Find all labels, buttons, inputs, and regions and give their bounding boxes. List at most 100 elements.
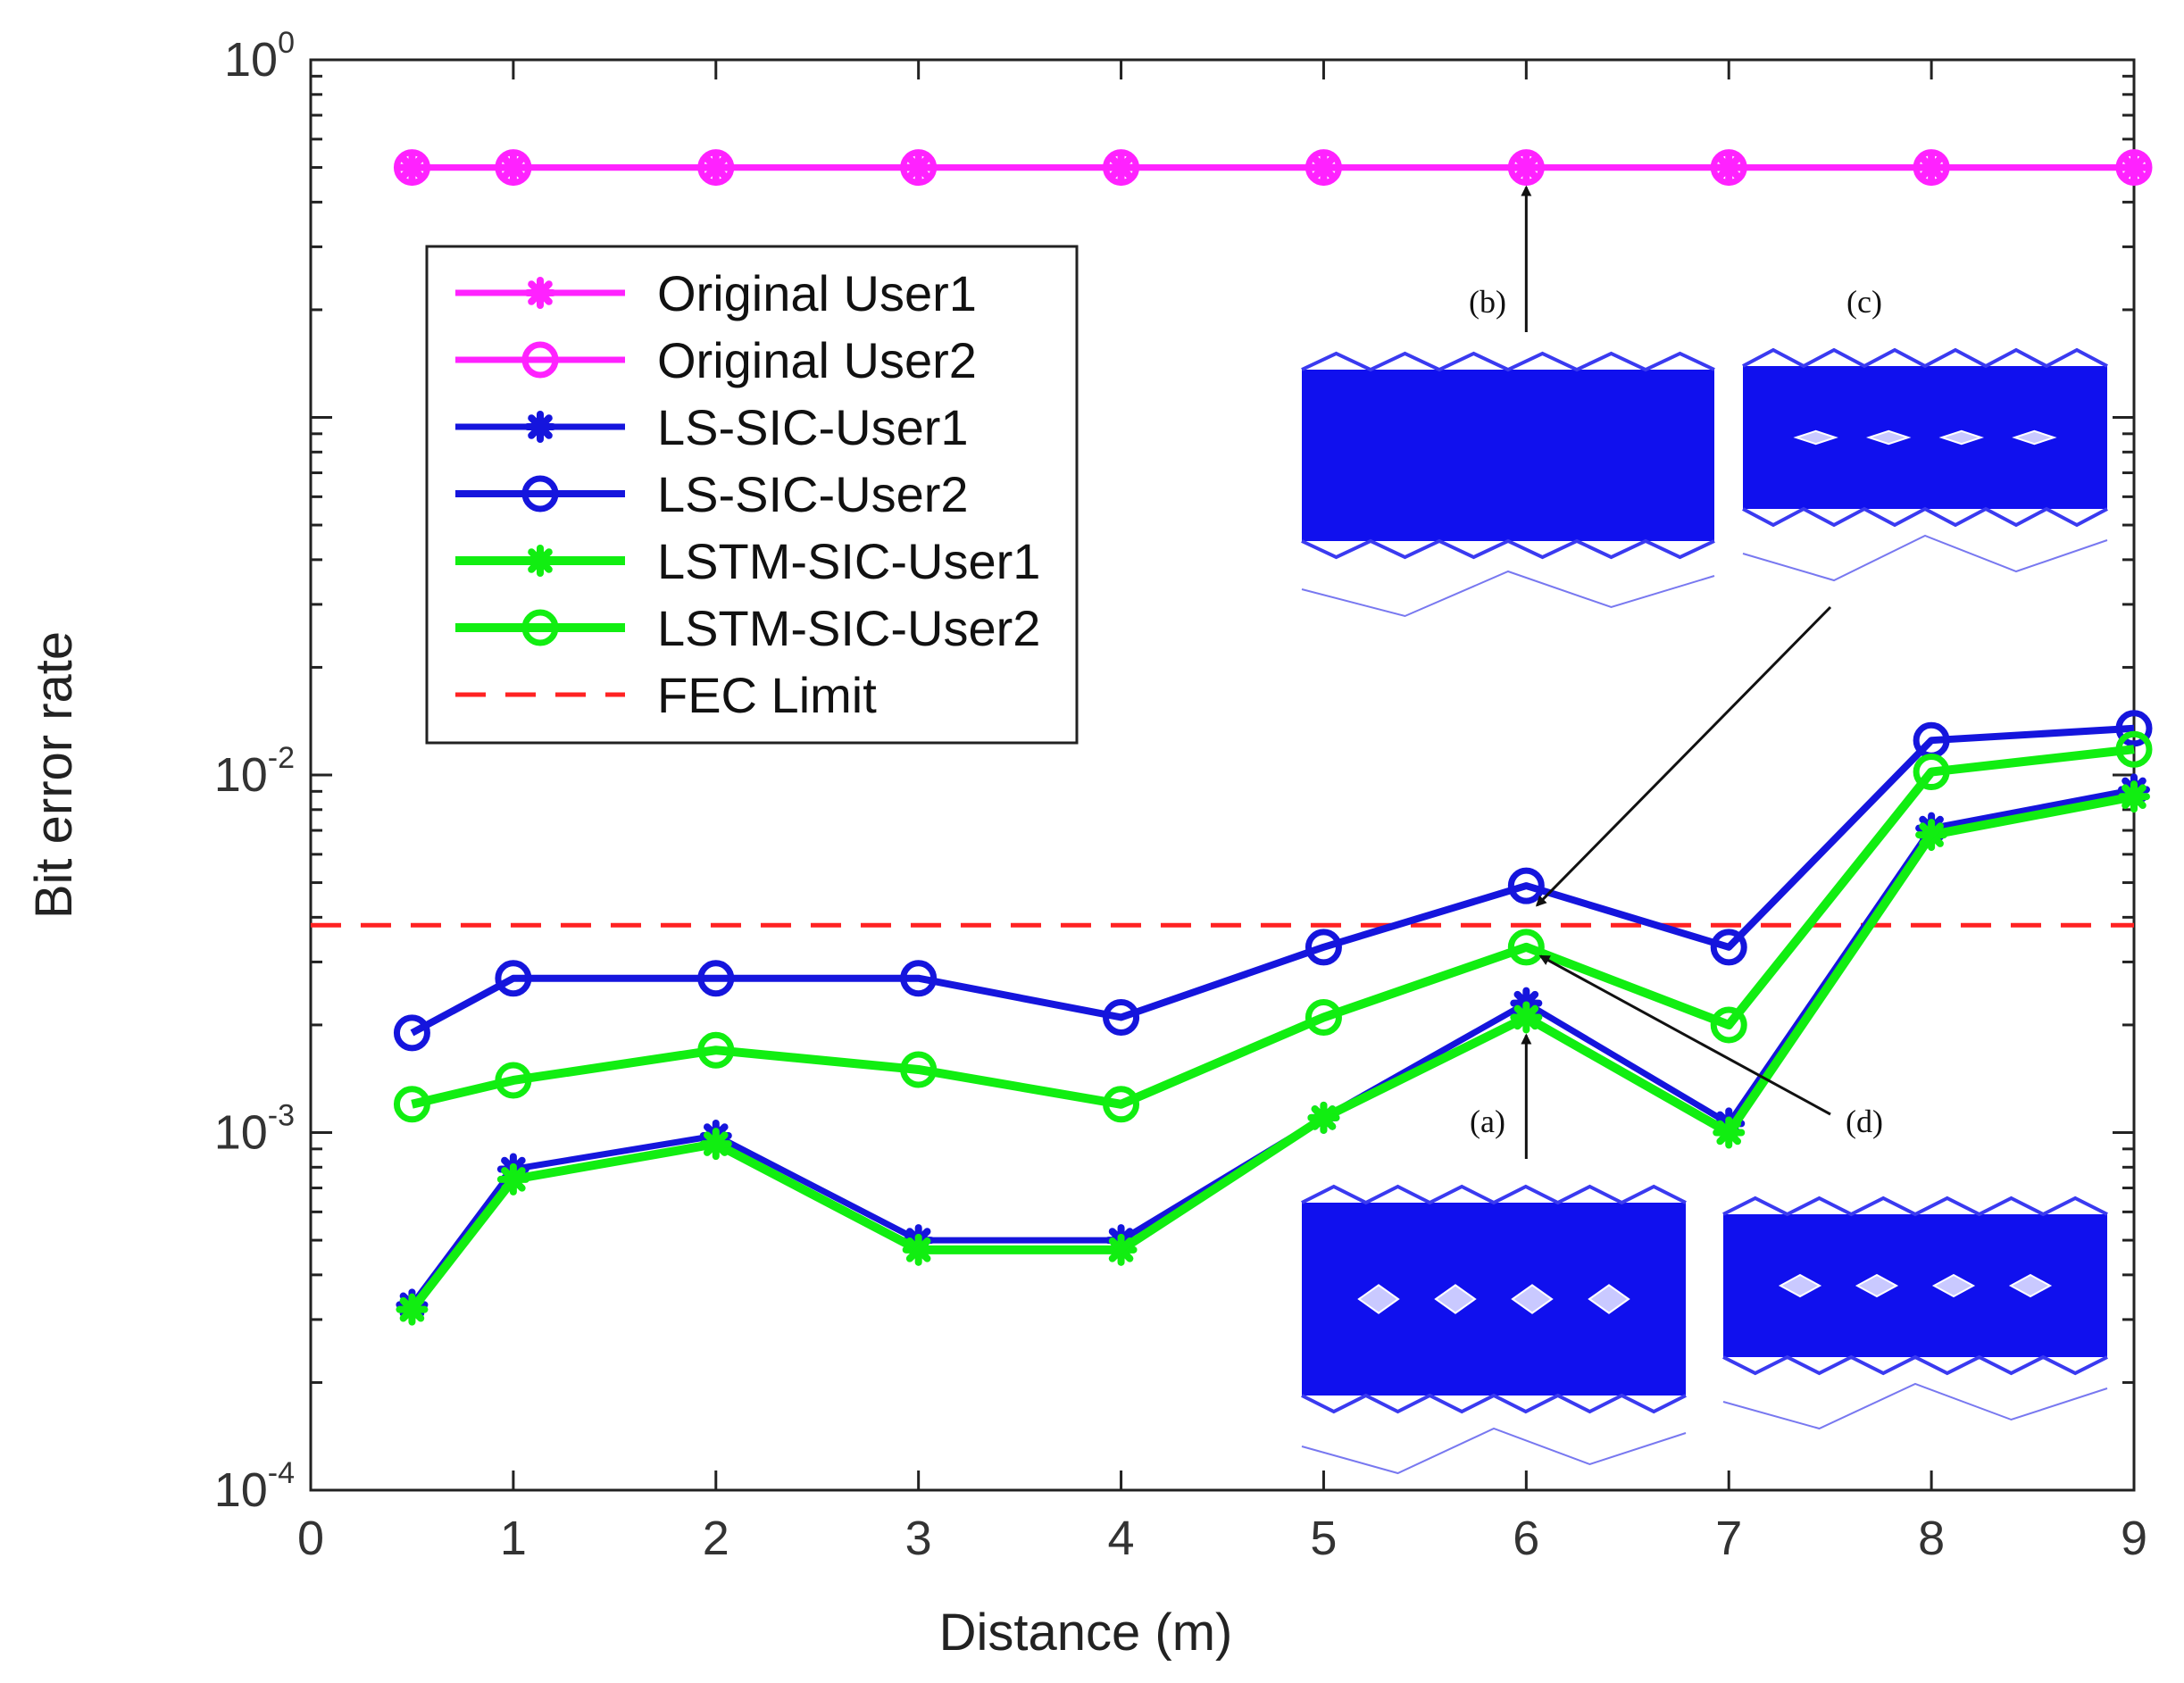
data-point bbox=[495, 960, 532, 997]
data-point bbox=[495, 1062, 532, 1099]
data-point bbox=[697, 960, 735, 997]
eye-diagram-insets bbox=[1301, 347, 2108, 1475]
series-line bbox=[410, 724, 2135, 1037]
eye-opening bbox=[1357, 1284, 1400, 1314]
data-point bbox=[1305, 998, 1342, 1036]
eye-opening bbox=[1865, 429, 1912, 446]
data-point bbox=[1713, 1116, 1746, 1149]
series-line bbox=[408, 792, 2135, 1312]
data-point bbox=[1510, 1001, 1543, 1034]
eye-opening bbox=[1938, 429, 1985, 446]
eye-top-edge bbox=[1722, 1196, 2108, 1217]
x-tick-label: 6 bbox=[1513, 1512, 1539, 1565]
eye-opening bbox=[1793, 429, 1838, 446]
annotation-label: (c) bbox=[1846, 284, 1882, 320]
legend-label: Original User1 bbox=[657, 265, 977, 321]
eye-diagram-d bbox=[1722, 1196, 2108, 1430]
eye-opening bbox=[1434, 1284, 1477, 1314]
legend: Original User1 Original User2 LS-SIC-User1… bbox=[425, 245, 1079, 745]
asterisk-stroke bbox=[528, 280, 553, 305]
annotation-arrow bbox=[1535, 605, 1832, 907]
data-point bbox=[697, 149, 735, 187]
data-point bbox=[697, 1031, 735, 1069]
legend-label: LSTM-SIC-User1 bbox=[657, 533, 1040, 589]
data-point bbox=[1507, 149, 1545, 187]
asterisk-stroke bbox=[528, 548, 553, 573]
data-point bbox=[1507, 867, 1545, 904]
legend-entry: Original User2 bbox=[455, 332, 977, 388]
asterisk-stroke bbox=[1919, 822, 1944, 847]
legend-entry: LSTM-SIC-User1 bbox=[455, 533, 1040, 589]
eye-diagram-a bbox=[1301, 1184, 1687, 1475]
data-point bbox=[2115, 149, 2153, 187]
legend-swatch-marker bbox=[521, 609, 559, 646]
annotation-label: (a) bbox=[1470, 1104, 1505, 1139]
legend-swatch-marker bbox=[524, 545, 556, 577]
annotation-arrow bbox=[1538, 954, 1831, 1116]
asterisk-stroke bbox=[905, 1237, 931, 1262]
asterisk-stroke bbox=[399, 1296, 425, 1322]
series-lstm-sic-user2 bbox=[393, 730, 2153, 1123]
eye-bottom-edge bbox=[1301, 1393, 1687, 1414]
eye-top-edge bbox=[1742, 347, 2108, 369]
eye-stray-trace bbox=[1301, 1427, 1687, 1475]
data-point bbox=[1103, 149, 1140, 187]
eye-stray-trace bbox=[1742, 534, 2108, 582]
data-point bbox=[1105, 1233, 1138, 1266]
data-point bbox=[496, 1162, 529, 1196]
x-tick-label: 7 bbox=[1715, 1512, 1742, 1565]
asterisk-stroke bbox=[501, 1167, 526, 1192]
legend-swatch-marker bbox=[521, 341, 559, 379]
data-point bbox=[1305, 149, 1342, 187]
annotation-label: (b) bbox=[1469, 284, 1506, 320]
legend-label: LS-SIC-User1 bbox=[657, 399, 969, 455]
annotation-label: (d) bbox=[1846, 1104, 1883, 1139]
data-point bbox=[1913, 149, 1950, 187]
legend-entry: LSTM-SIC-User2 bbox=[455, 600, 1040, 656]
eye-stray-trace bbox=[1301, 570, 1715, 618]
legend-entry: FEC Limit bbox=[455, 667, 877, 723]
eye-opening bbox=[2008, 1273, 2053, 1298]
data-point bbox=[1305, 929, 1342, 966]
data-point bbox=[1710, 1006, 1747, 1044]
eye-body bbox=[1302, 370, 1714, 541]
eye-opening bbox=[1855, 1273, 1899, 1298]
data-point bbox=[1507, 929, 1545, 966]
data-point bbox=[900, 960, 938, 997]
eye-bottom-edge bbox=[1722, 1354, 2108, 1376]
data-point bbox=[396, 1293, 429, 1326]
legend-label: FEC Limit bbox=[657, 667, 877, 723]
x-tick-label: 2 bbox=[703, 1512, 729, 1565]
data-point bbox=[902, 1233, 935, 1266]
legend-swatch-marker bbox=[524, 277, 556, 309]
data-point bbox=[2115, 710, 2153, 747]
x-tick-label: 1 bbox=[500, 1512, 527, 1565]
legend-swatch-marker bbox=[524, 411, 556, 443]
data-point bbox=[1103, 1086, 1140, 1123]
legend-swatch-marker bbox=[521, 475, 559, 512]
y-tick-label: 100 bbox=[224, 26, 295, 87]
eye-top-edge bbox=[1301, 351, 1715, 372]
series-line bbox=[411, 745, 2135, 1109]
data-point bbox=[2118, 780, 2150, 813]
asterisk-stroke bbox=[1513, 1004, 1539, 1030]
data-point bbox=[1710, 149, 1747, 187]
data-point bbox=[1103, 998, 1140, 1036]
x-tick-label: 3 bbox=[905, 1512, 932, 1565]
y-tick-label: 10-3 bbox=[214, 1099, 295, 1160]
series-lstm-sic-user1 bbox=[396, 780, 2150, 1326]
x-tick-label: 0 bbox=[297, 1512, 324, 1565]
asterisk-stroke bbox=[528, 414, 553, 439]
eye-diagram-b bbox=[1301, 351, 1715, 618]
series-original-user2 bbox=[393, 149, 2153, 187]
data-point bbox=[699, 1128, 732, 1161]
series-layer bbox=[393, 149, 2153, 1326]
eye-opening bbox=[1588, 1284, 1630, 1314]
data-point bbox=[1710, 929, 1747, 966]
x-tick-label: 5 bbox=[1310, 1512, 1337, 1565]
legend-label: Original User2 bbox=[657, 332, 977, 388]
asterisk-stroke bbox=[1108, 1237, 1134, 1262]
data-point bbox=[1913, 754, 1950, 791]
series-ls-sic-user2 bbox=[393, 710, 2153, 1052]
y-tick-label: 10-2 bbox=[214, 741, 295, 802]
